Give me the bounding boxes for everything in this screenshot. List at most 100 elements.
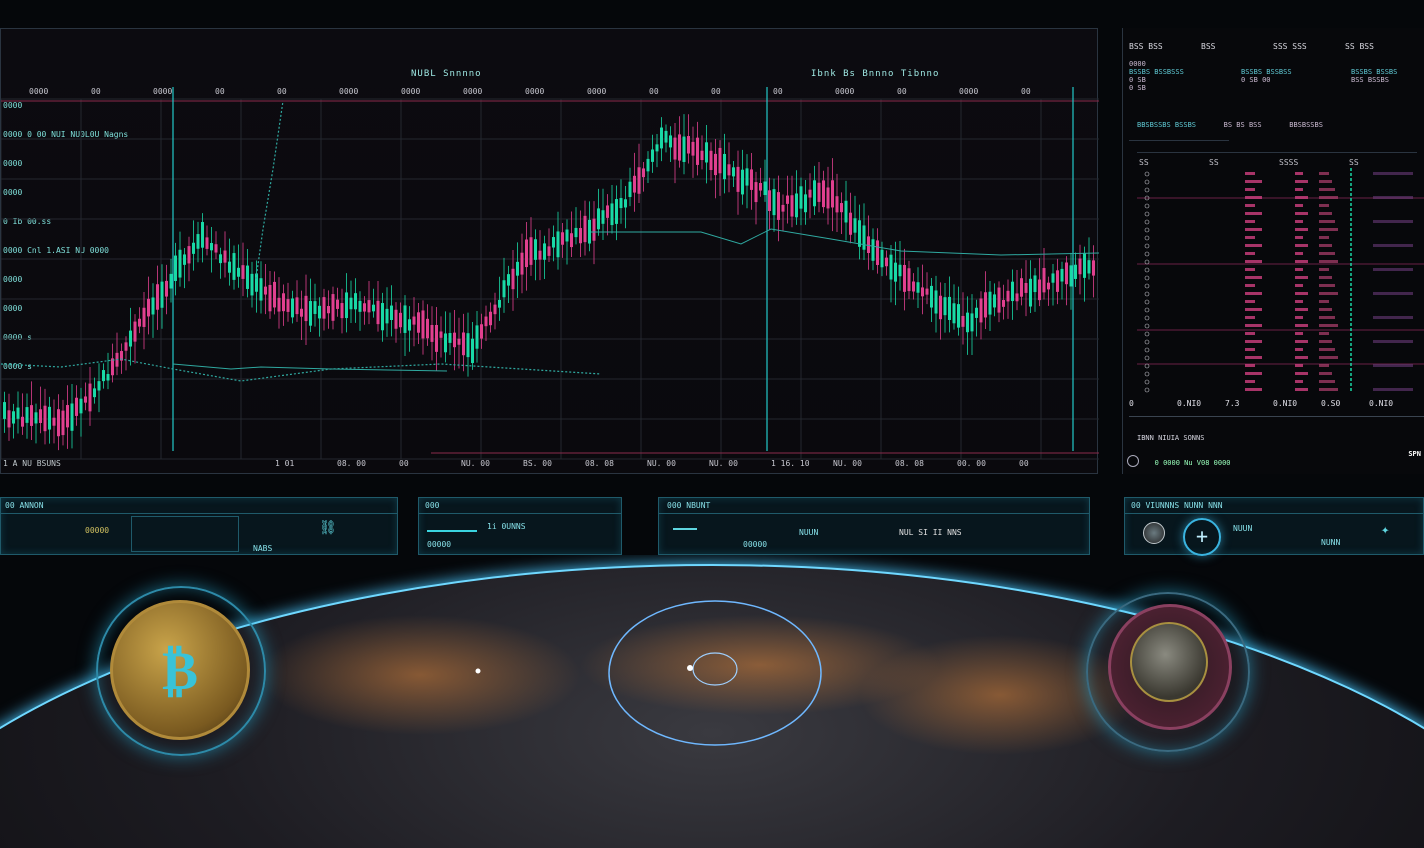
control-box-1[interactable]: 00 ANNON 00000 NABS ⛓ bbox=[0, 497, 398, 555]
rp-row-bar-c bbox=[1319, 284, 1335, 287]
slider-track[interactable] bbox=[427, 530, 477, 532]
candle-body bbox=[817, 182, 821, 202]
block2-l1: 0 SB 00 bbox=[1241, 76, 1271, 84]
rp-stat-3: 0.NI0 bbox=[1273, 399, 1298, 408]
candle-body bbox=[48, 406, 51, 430]
candle-body bbox=[840, 203, 843, 213]
rp-col-1: SS bbox=[1209, 158, 1219, 167]
candle-body bbox=[462, 332, 465, 356]
header-tick-4: 00 bbox=[277, 87, 287, 96]
candle-body bbox=[286, 299, 290, 312]
chart-side-labels: 0000 0000 0 00 NUI NU0L0U Nagns 0000 0000 0 … bbox=[1, 101, 171, 401]
arrow-icon[interactable] bbox=[673, 528, 697, 530]
candle-body bbox=[1033, 275, 1037, 293]
rp-row-bar-d bbox=[1373, 388, 1413, 391]
rp-row-bar-b bbox=[1295, 364, 1303, 367]
ma-line-3 bbox=[591, 228, 1099, 256]
candle-body bbox=[727, 164, 731, 176]
bitcoin-coin-ring[interactable] bbox=[96, 586, 266, 756]
candle-body bbox=[1087, 260, 1091, 274]
side-label-7: 0000 bbox=[3, 304, 23, 313]
rp-row-bar-c bbox=[1319, 220, 1335, 223]
candle-body bbox=[201, 222, 204, 248]
candle-body bbox=[529, 237, 533, 265]
rp-row-bar-a bbox=[1245, 372, 1262, 375]
candle-body bbox=[151, 297, 155, 315]
settings-icon[interactable]: ✦ bbox=[1381, 522, 1390, 538]
rp-row-dot bbox=[1144, 339, 1150, 345]
candle-body bbox=[822, 180, 825, 208]
candle-body bbox=[84, 396, 87, 403]
candle-body bbox=[412, 316, 416, 325]
candle-body bbox=[1083, 252, 1086, 278]
rp-stat-0: 0 bbox=[1129, 399, 1134, 408]
rp-row-bar-b bbox=[1295, 204, 1303, 207]
order-book-footer-bar[interactable]: 0 0000 Nu V08 0000 SPN bbox=[1127, 450, 1423, 467]
ma-line-1 bbox=[1, 358, 602, 382]
order-book-sub-block: BBSBSSBS BSSBS BS BS BSS BBSBSSBS bbox=[1137, 112, 1417, 153]
candle-body bbox=[93, 388, 96, 398]
target-ring-inner[interactable] bbox=[692, 652, 738, 686]
rp-row-dot bbox=[1144, 219, 1150, 225]
candle-body bbox=[174, 255, 177, 281]
rp-row-bar-a bbox=[1245, 308, 1262, 311]
candle-body bbox=[853, 218, 857, 233]
order-book-rows[interactable] bbox=[1123, 168, 1424, 398]
candlestick-chart[interactable] bbox=[1, 29, 1099, 475]
candle-body bbox=[759, 182, 762, 191]
candle-body bbox=[57, 409, 60, 437]
candle-body bbox=[205, 237, 209, 249]
candle-body bbox=[129, 330, 132, 347]
control-box-4[interactable]: 00 VIUNNNS NUNN NNN + NUUN NUNN ✦ bbox=[1124, 497, 1424, 556]
bitcoin-coin-icon[interactable]: ₿ bbox=[110, 600, 250, 740]
add-button[interactable]: + bbox=[1183, 518, 1221, 556]
ma-line-4 bbox=[255, 100, 284, 280]
candle-body bbox=[313, 301, 317, 314]
candle-body bbox=[417, 312, 420, 333]
candle-body bbox=[943, 297, 947, 316]
control-box-1-divider bbox=[1, 513, 397, 514]
rp-row-bar-c bbox=[1319, 324, 1338, 327]
rp-row-dot bbox=[1144, 171, 1150, 177]
rp-row-dot bbox=[1144, 323, 1150, 329]
candle-body bbox=[106, 374, 110, 381]
candle-body bbox=[156, 284, 159, 310]
candle-body bbox=[408, 319, 411, 331]
header-tick-13: 0000 bbox=[835, 87, 855, 96]
candle-body bbox=[421, 310, 425, 339]
candle-body bbox=[700, 150, 704, 161]
control-box-2[interactable]: 000 1i 0UNNS 00000 bbox=[418, 497, 622, 555]
target-ring-outer[interactable] bbox=[608, 600, 822, 746]
control-box-1-button[interactable] bbox=[131, 516, 239, 552]
footer-tick-10: 08. 08 bbox=[895, 459, 924, 468]
candle-body bbox=[835, 196, 839, 213]
rp-row-bar-a bbox=[1245, 220, 1255, 223]
rp-row-bar-c bbox=[1319, 308, 1332, 311]
candle-body bbox=[844, 200, 848, 223]
rp-row-dot bbox=[1144, 187, 1150, 193]
candle-body bbox=[187, 246, 191, 264]
candle-body bbox=[1024, 283, 1028, 293]
footer-tick-11: 00. 00 bbox=[957, 459, 986, 468]
portrait-coin-ring[interactable] bbox=[1086, 592, 1250, 752]
rp-row-dot bbox=[1144, 275, 1150, 281]
candle-body bbox=[1074, 264, 1077, 279]
control-box-4-value: NUUN bbox=[1233, 524, 1253, 533]
candle-body bbox=[993, 294, 996, 308]
candle-body bbox=[228, 261, 231, 273]
block2-l0: BSSBS BSSBSS bbox=[1241, 68, 1292, 76]
candle-body bbox=[867, 236, 870, 253]
rp-row-bar-a bbox=[1245, 316, 1255, 319]
rp-row-bar-b bbox=[1295, 292, 1308, 295]
control-box-3[interactable]: 000 NBUNT 00000 NUUN NUL SI II NNS bbox=[658, 497, 1090, 555]
settings-gear-icon[interactable] bbox=[1127, 454, 1139, 467]
candle-body bbox=[997, 287, 1001, 313]
rp-row-dot bbox=[1144, 291, 1150, 297]
link-icon[interactable]: ⛓ bbox=[319, 520, 337, 536]
candle-body bbox=[385, 308, 389, 324]
rp-row-bar-a bbox=[1245, 244, 1262, 247]
sub-block-c: BBSBSSBS bbox=[1289, 121, 1323, 129]
globe-icon[interactable] bbox=[1143, 522, 1165, 544]
candle-body bbox=[232, 253, 236, 280]
rp-row-bar-a bbox=[1245, 196, 1262, 199]
